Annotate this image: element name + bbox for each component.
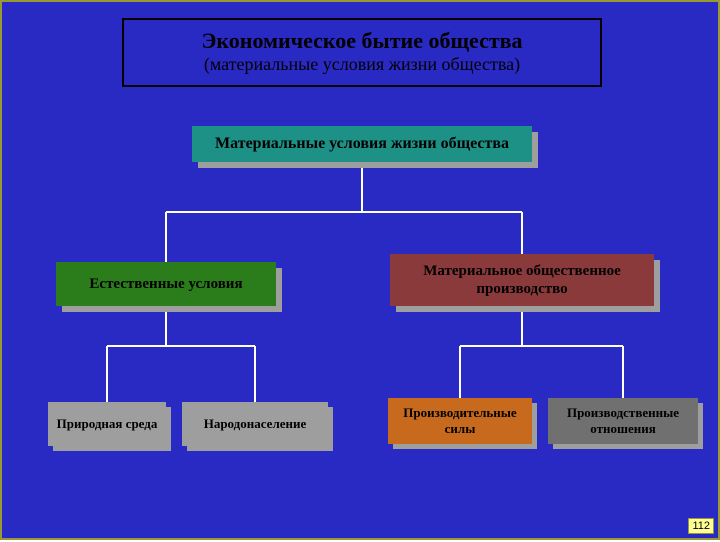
title-box: Экономическое бытие общества (материальн…	[122, 18, 602, 87]
slide: Экономическое бытие общества (материальн…	[0, 0, 720, 540]
node-right: Материальное общественное производство	[390, 254, 654, 306]
node-left: Естественные условия	[56, 262, 276, 306]
title-main: Экономическое бытие общества	[144, 28, 580, 54]
node-leaf1: Природная среда	[48, 402, 166, 446]
node-root: Материальные условия жизни общества	[192, 126, 532, 162]
title-subtitle: (материальные условия жизни общества)	[144, 54, 580, 75]
node-leaf3: Производительные силы	[388, 398, 532, 444]
node-leaf2: Народонаселение	[182, 402, 328, 446]
page-number: 112	[688, 518, 714, 534]
node-leaf4: Производственные отношения	[548, 398, 698, 444]
